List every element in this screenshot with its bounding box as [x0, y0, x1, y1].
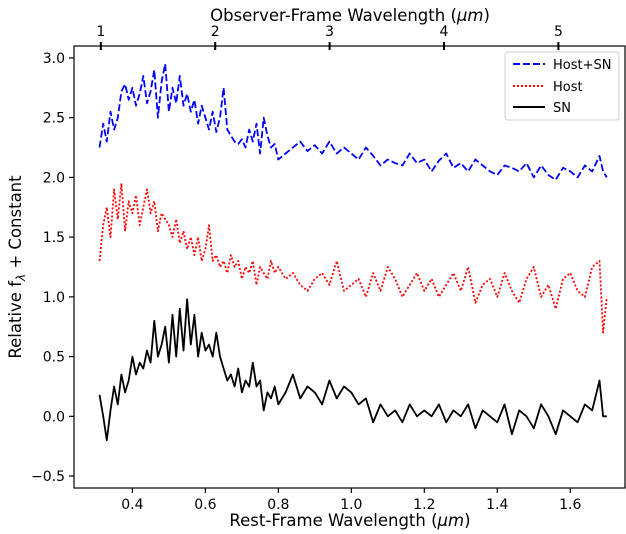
x-tick-label: 0.6	[194, 497, 216, 513]
plot-frame	[73, 45, 626, 489]
x-tick-label: 1.4	[486, 497, 508, 513]
legend: Host+SN Host SN	[504, 51, 620, 121]
top-axis-label: Observer-Frame Wavelength (μm)	[210, 6, 490, 25]
y-tick-label: 3.0	[43, 51, 65, 67]
legend-label-host-sn: Host+SN	[553, 58, 611, 73]
top-tick-label: 2	[211, 24, 220, 40]
x-tick-label: 1.2	[413, 497, 435, 513]
x-tick-label: 0.4	[121, 497, 143, 513]
x-tick-label: 1.0	[340, 497, 362, 513]
top-tick-label: 1	[96, 24, 105, 40]
left-axis: −0.5 0.0 0.5 1.0 1.5 2.0 2.5 3.0	[31, 51, 74, 485]
series-layer	[98, 63, 608, 442]
x-tick-label: 0.8	[267, 497, 289, 513]
top-axis: 1 2 3 4 5	[96, 24, 563, 50]
legend-label-sn: SN	[553, 101, 571, 116]
top-tick-label: 4	[440, 24, 449, 40]
x-tick-label: 1.6	[559, 497, 581, 513]
x-axis-label: Rest-Frame Wavelength (μm)	[229, 511, 470, 530]
top-tick-label: 3	[325, 24, 334, 40]
y-tick-label: 1.5	[43, 230, 65, 246]
legend-label-host: Host	[553, 80, 583, 95]
top-tick-label: 5	[554, 24, 563, 40]
legend-box	[504, 51, 620, 121]
series-line-host-sn	[98, 63, 608, 181]
series-line-host	[98, 182, 608, 334]
bottom-axis: 0.4 0.6 0.8 1.0 1.2 1.4 1.6	[121, 488, 581, 513]
y-tick-label: 0.5	[43, 350, 65, 366]
series-line-sn	[98, 298, 607, 442]
y-tick-label: 0.0	[43, 409, 65, 425]
y-tick-label: 2.5	[43, 111, 65, 127]
y-axis-label: Relative fλ + Constant	[6, 175, 28, 359]
y-tick-label: 1.0	[43, 290, 65, 306]
y-tick-label: −0.5	[31, 469, 65, 485]
y-tick-label: 2.0	[43, 170, 65, 186]
